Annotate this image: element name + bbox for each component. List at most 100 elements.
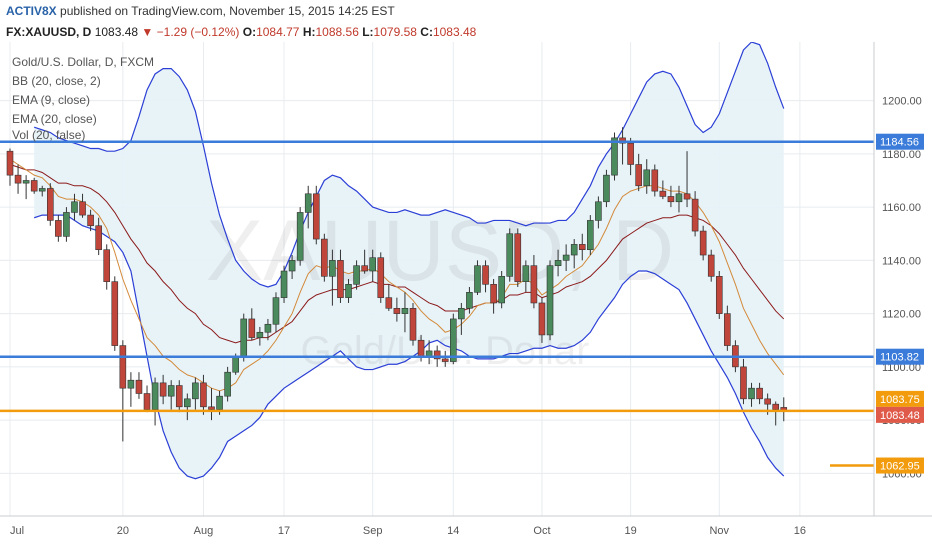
price-tag-label: 1103.82 [880, 352, 919, 364]
price-tick-label: 1140.00 [882, 255, 921, 267]
candle-body [643, 169, 651, 187]
candle-body [361, 265, 368, 272]
open-value: 1084.77 [256, 25, 300, 39]
price-tag-label: 1184.56 [880, 137, 919, 149]
legend-bb[interactable]: BB (20, close, 2) [12, 74, 101, 88]
candle-body [224, 371, 231, 397]
author-link[interactable]: ACTIV8X [6, 4, 57, 18]
candle-body [385, 297, 393, 309]
change-down-icon: ▼ [141, 25, 154, 39]
candle-body [691, 198, 699, 232]
time-axis[interactable]: Jul 20 Aug 17 Sep 14 Oct 19 Nov 16 [10, 525, 806, 537]
candle-body [635, 164, 642, 187]
legend-ema20[interactable]: EMA (20, close) [12, 112, 97, 126]
candle-body [111, 281, 119, 346]
candle-body [562, 254, 570, 261]
price-axis[interactable]: 1060.001080.001100.001120.001140.001160.… [882, 96, 922, 481]
candle-body [595, 201, 602, 221]
price-tick-label: 1160.00 [882, 202, 921, 214]
candle-body [514, 233, 522, 282]
price-tick-label: 1100.00 [882, 362, 921, 374]
candle-body [482, 265, 489, 285]
candle-body [272, 297, 280, 325]
candle-body [546, 265, 554, 336]
candle-body [151, 382, 159, 410]
candle-body [651, 169, 659, 192]
symbol-label[interactable]: FX:XAUUSD, D [6, 25, 92, 39]
candle-body [441, 358, 449, 362]
candle-body [570, 244, 578, 256]
last-price: 1083.48 [94, 25, 139, 39]
candle-body [337, 260, 344, 298]
candle-body [248, 318, 256, 338]
legend-title: Gold/U.S. Dollar, D, FXCM [12, 55, 154, 69]
symbol-info-bar: FX:XAUUSD, D 1083.48 ▼ −1.29 (−0.12%) O:… [0, 22, 932, 42]
candle-body [159, 382, 167, 397]
candle-body [30, 180, 38, 192]
candle-body [216, 395, 223, 410]
candle-body [449, 318, 457, 362]
candle-body [127, 379, 135, 389]
candle-body [280, 270, 288, 298]
price-tick-label: 1120.00 [882, 309, 921, 321]
price-tag-box [876, 390, 924, 407]
candle-body [772, 403, 780, 410]
candle-body [474, 265, 481, 293]
candle-body [748, 387, 755, 400]
close-label: C: [420, 25, 433, 39]
time-tick-label: 17 [278, 525, 290, 537]
candle-body [87, 214, 94, 227]
candle-body [184, 398, 191, 408]
candle-body [578, 244, 586, 251]
time-tick-label: Sep [363, 525, 383, 537]
candle-body [409, 307, 417, 341]
time-tick-label: Oct [533, 525, 550, 537]
candle-body [321, 238, 328, 277]
candle-body [14, 174, 22, 184]
candle-body [498, 276, 505, 304]
candle-body [425, 350, 433, 357]
candle-body [256, 331, 264, 338]
candle-body [46, 188, 54, 221]
candle-body [167, 385, 175, 397]
legend-volume[interactable]: Vol (20, false) [12, 128, 85, 142]
candle-body [232, 355, 239, 373]
candle-body [433, 350, 441, 360]
candle-body [103, 249, 111, 282]
horizontal-lines[interactable] [0, 140, 874, 467]
candle-body [135, 379, 143, 394]
candle-body [401, 307, 409, 314]
candle-body [95, 225, 102, 251]
candle-body [490, 284, 497, 304]
candle-body [627, 142, 634, 165]
candle-body [522, 265, 530, 282]
high-label: H: [302, 25, 316, 39]
candle-body [740, 366, 747, 400]
candle-body [304, 193, 312, 213]
candle-body [38, 188, 46, 192]
candle-body [312, 193, 320, 240]
price-chart[interactable]: XAUUSD, D Gold/U.S. Dollar 1060.001080.0… [0, 42, 932, 550]
candle-body [240, 318, 248, 357]
candle-body [79, 201, 86, 216]
candle-body [345, 284, 352, 298]
open-label: O: [242, 25, 257, 39]
close-value: 1083.48 [432, 25, 477, 39]
time-tick-label: Nov [709, 525, 729, 537]
time-tick-label: Jul [10, 525, 24, 537]
indicator-legend: Gold/U.S. Dollar, D, FXCM BB (20, close,… [12, 55, 154, 142]
candle-body [764, 398, 771, 405]
time-tick-label: 14 [447, 525, 459, 537]
price-tag-label: 1083.75 [880, 394, 920, 406]
candle-body [143, 393, 151, 410]
bollinger-band-fill [34, 42, 784, 479]
bb-fill-area [34, 42, 784, 479]
candle-body [506, 233, 514, 277]
last-price-tag-box [876, 406, 924, 423]
legend-ema9[interactable]: EMA (9, close) [12, 93, 90, 107]
bb-lower-line [33, 214, 785, 480]
time-tick-label: Aug [194, 525, 214, 537]
candle-body [288, 260, 296, 272]
candle-body [611, 137, 618, 176]
price-change: −1.29 (−0.12%) [156, 25, 240, 39]
